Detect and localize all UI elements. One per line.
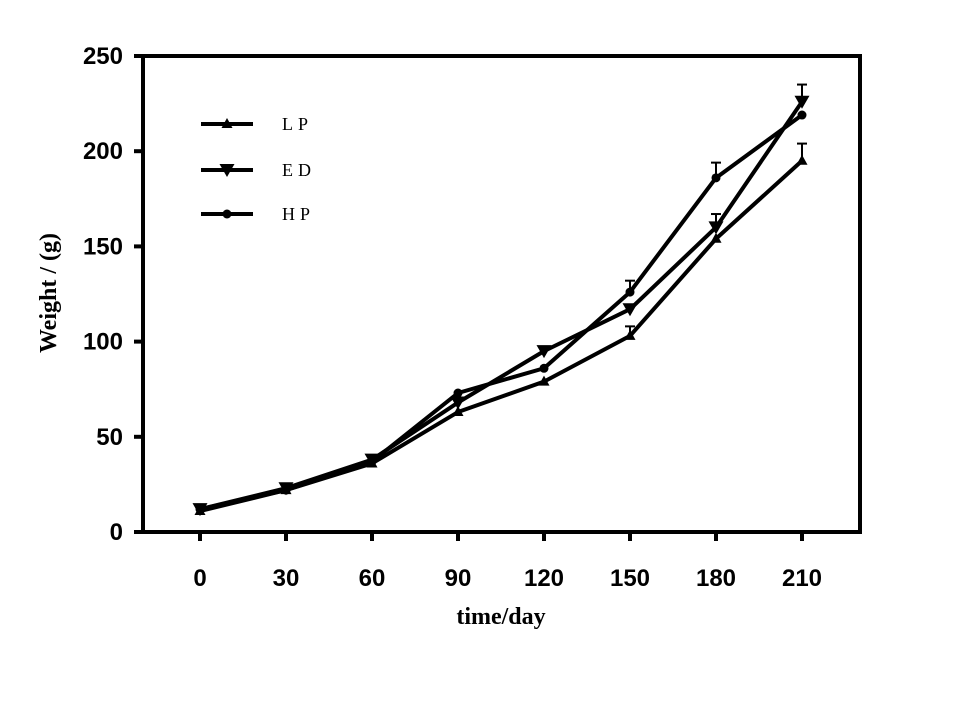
y-tick-label: 250 [83,43,123,70]
series-line-hp [199,113,804,512]
x-tick-label: 180 [696,565,736,592]
data-point-ed [622,303,638,317]
y-tick-label: 150 [83,233,123,260]
legend-label: LP [282,114,313,134]
plot-frame [141,54,862,534]
data-point-hp [625,287,635,297]
data-point-lp [538,375,550,386]
data-point-hp [195,504,205,514]
data-point-hp [711,173,721,183]
legend: LP ED HP [201,114,316,224]
data-point-ed [450,396,466,410]
data-point-lp [796,154,808,165]
data-point-hp [453,388,463,398]
legend-marker-ed [219,164,235,177]
y-tick-label: 0 [110,519,123,546]
y-axis: 0 50 100 150 200 250 [83,43,143,546]
legend-item-ed: ED [201,160,316,180]
data-point-lp [452,406,464,417]
data-point-hp [797,110,807,120]
x-tick-label: 0 [193,565,206,592]
data-point-hp [367,457,377,467]
data-point-lp [710,232,722,243]
series-ed [192,83,810,517]
legend-label: HP [282,204,315,224]
data-point-ed [708,221,724,235]
x-tick-label: 210 [782,565,822,592]
data-point-hp [281,485,291,495]
series-layer [192,83,810,517]
x-tick-label: 30 [273,565,300,592]
legend-item-hp: HP [201,204,315,224]
series-lp [194,142,808,516]
y-tick-label: 50 [96,424,123,451]
x-axis-title: time/day [456,604,545,630]
data-point-hp [539,363,549,373]
data-point-lp [624,329,636,340]
y-tick-label: 200 [83,138,123,165]
y-axis-title: Weight / (g) [36,233,62,353]
x-tick-label: 120 [524,565,564,592]
legend-marker-hp [222,209,232,219]
y-tick-label: 100 [83,329,123,356]
legend-marker-lp [221,118,233,128]
data-point-ed [536,345,552,359]
x-tick-label: 150 [610,565,650,592]
series-hp [195,110,807,514]
legend-label: ED [282,160,316,180]
legend-item-lp: LP [201,114,313,134]
x-tick-label: 90 [445,565,472,592]
data-point-ed [794,95,810,109]
x-tick-label: 60 [359,565,386,592]
x-axis: 0 30 60 90 120 150 180 210 [193,532,822,592]
